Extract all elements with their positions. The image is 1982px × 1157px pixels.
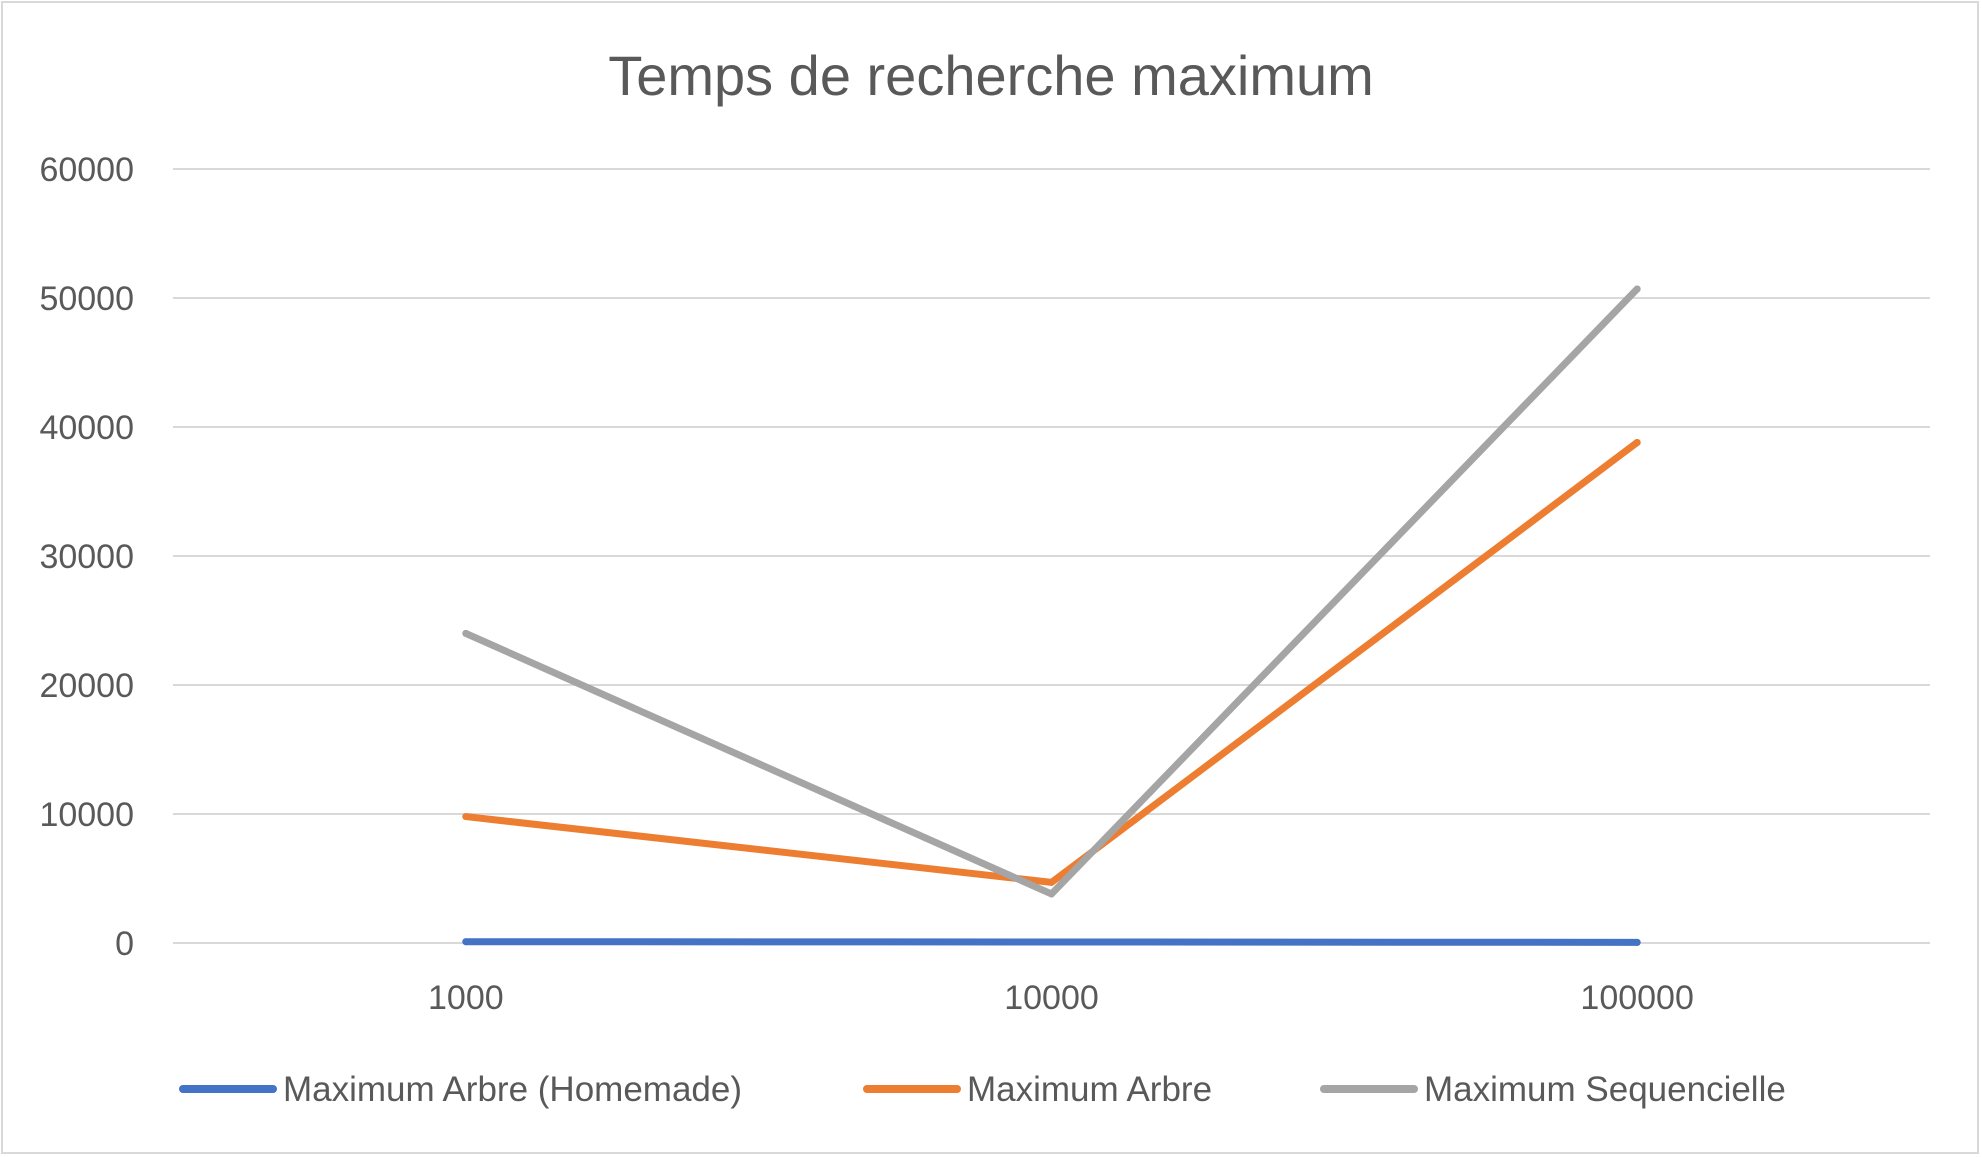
y-tick-label-10000: 10000 — [39, 796, 134, 834]
data-point-1-0 — [462, 813, 470, 821]
series-lines — [462, 285, 1641, 946]
series-line-2 — [462, 285, 1641, 898]
y-tick-label-40000: 40000 — [39, 409, 134, 447]
data-point-0-0 — [462, 938, 470, 946]
chart-title: Temps de recherche maximum — [608, 44, 1374, 107]
y-tick-label-50000: 50000 — [39, 280, 134, 318]
legend: Maximum Arbre (Homemade) Maximum Arbre Max… — [179, 1070, 1786, 1109]
legend-label-0: Maximum Arbre (Homemade) — [283, 1070, 742, 1109]
y-axis-ticks: 0 10000 20000 30000 40000 50000 60000 — [39, 151, 134, 963]
y-tick-label-30000: 30000 — [39, 538, 134, 576]
x-tick-label-100000: 100000 — [1580, 979, 1693, 1017]
data-point-2-1 — [1048, 890, 1055, 898]
data-point-2-0 — [462, 629, 470, 637]
legend-label-2: Maximum Sequencielle — [1424, 1070, 1786, 1109]
y-tick-label-0: 0 — [115, 925, 134, 963]
data-point-1-2 — [1633, 438, 1641, 446]
x-tick-label-10000: 10000 — [1004, 979, 1099, 1017]
data-point-0-2 — [1633, 938, 1641, 946]
data-point-2-2 — [1633, 285, 1641, 293]
legend-label-1: Maximum Arbre — [967, 1070, 1212, 1109]
x-tick-label-1000: 1000 — [428, 979, 504, 1017]
data-point-0-1 — [1048, 938, 1055, 946]
gridlines — [173, 168, 1930, 944]
data-point-1-1 — [1048, 878, 1055, 886]
x-axis-ticks: 1000 10000 100000 — [428, 979, 1694, 1017]
y-tick-label-60000: 60000 — [39, 151, 134, 189]
series-line-1 — [462, 438, 1641, 886]
y-tick-label-20000: 20000 — [39, 667, 134, 705]
